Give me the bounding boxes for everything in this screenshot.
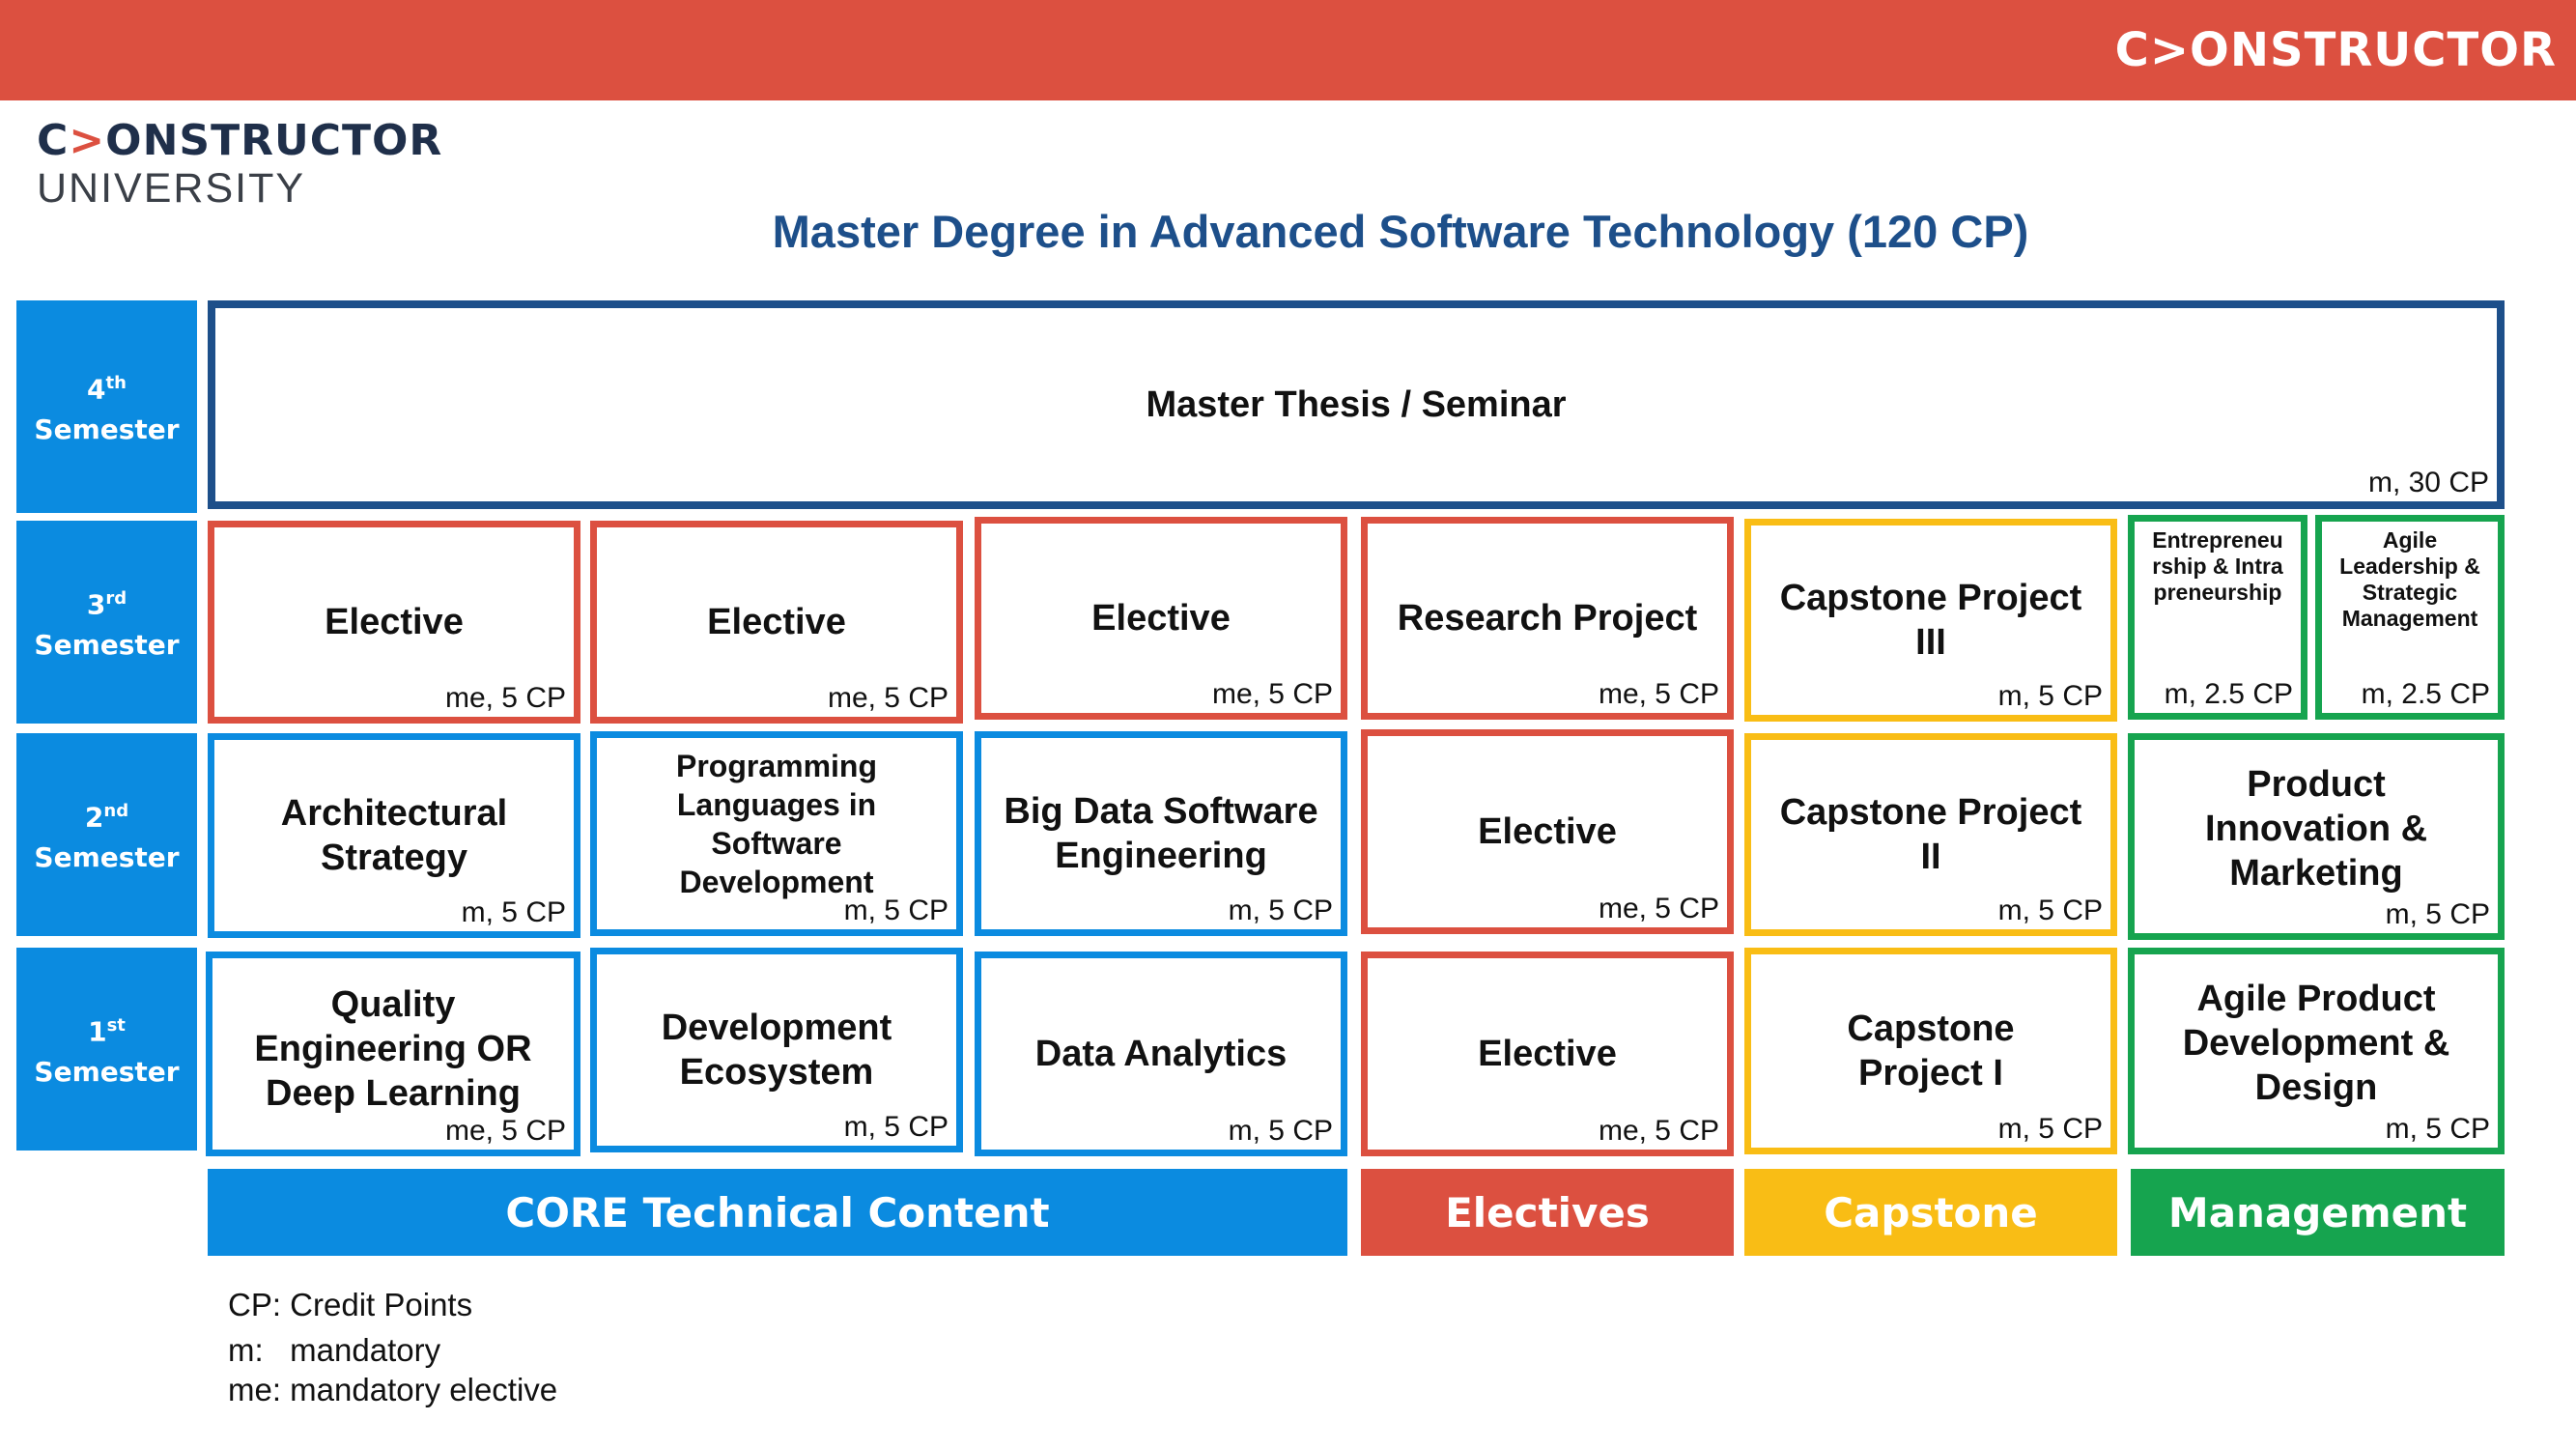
module-name: Agile Product Development & Design [2182,979,2450,1108]
module-product-innovation: Product Innovation & Marketing m, 5 CP [2128,733,2505,940]
module-credits: me, 5 CP [444,1115,566,1147]
module-credits: m, 5 CP [1997,1113,2103,1145]
module-name: Elective [1478,1034,1617,1074]
module-name: Programming Languages in Software Develo… [675,749,878,899]
module-elective: Elective me, 5 CP [208,521,580,724]
module-credits: m, 30 CP [2367,467,2489,498]
semester-suffix: rd [105,587,127,609]
module-research-project: Research Project me, 5 CP [1361,517,1734,720]
module-name: Quality Engineering OR Deep Learning [254,984,532,1114]
note-mandatory: m: mandatory [228,1332,441,1368]
module-name: Capstone Project II [1779,792,2082,877]
module-credits: m, 2.5 CP [2164,678,2293,710]
logo-word: ONSTRUCTOR [105,116,443,165]
module-credits: me, 5 CP [1598,678,1719,710]
module-capstone-1: Capstone Project I m, 5 CP [1744,948,2117,1154]
module-name: Data Analytics [1034,1034,1288,1074]
module-credits: me, 5 CP [1598,1115,1719,1147]
module-capstone-3: Capstone Project III m, 5 CP [1744,519,2117,722]
module-credits: m, 5 CP [843,895,948,926]
category-core: CORE Technical Content [208,1169,1347,1256]
module-name: Architectural Strategy [280,793,508,878]
module-architectural-strategy: Architectural Strategy m, 5 CP [208,733,580,938]
logo-university: UNIVERSITY [37,165,306,212]
module-elective: Elective me, 5 CP [975,517,1347,720]
module-elective: Elective me, 5 CP [1361,729,1734,934]
semester-word: Semester [34,629,180,662]
module-name: Entrepreneurship & Intrapreneurship [2152,527,2283,605]
module-master-thesis: Master Thesis / Seminar m, 30 CP [208,300,2505,509]
semester-label-3: 3rd Semester [16,521,197,724]
semester-number: 3 [86,588,106,621]
semester-number: 1 [88,1015,107,1048]
logo-c: C [37,116,70,165]
category-electives: Electives [1361,1169,1734,1256]
module-name: Product Innovation & Marketing [2204,764,2428,894]
banner-logo: C>ONSTRUCTOR [2114,23,2557,77]
module-name: Master Thesis / Seminar [1146,384,1567,425]
logo-wordmark: C>ONSTRUCTOR [37,116,442,166]
page-title: Master Degree in Advanced Software Techn… [772,206,2029,257]
module-credits: m, 5 CP [2385,1113,2490,1145]
module-name: Capstone Project III [1779,578,2082,663]
semester-suffix: nd [103,800,129,821]
category-management: Management [2131,1169,2505,1256]
module-credits: me, 5 CP [827,682,948,714]
semester-label-2: 2nd Semester [16,733,197,936]
module-development-ecosystem: Development Ecosystem m, 5 CP [590,948,963,1152]
logo-chevron: > [69,116,106,165]
semester-word: Semester [34,1056,180,1089]
module-name: Elective [1478,811,1617,852]
module-name: Elective [1091,598,1231,639]
university-logo: C>ONSTRUCTOR UNIVERSITY [37,116,442,211]
module-name: Agile Leadership & Strategic Management [2339,527,2480,631]
module-credits: me, 5 CP [1211,678,1333,710]
semester-label-4: 4th Semester [16,300,197,513]
module-agile-product: Agile Product Development & Design m, 5 … [2128,948,2505,1154]
module-entrepreneurship: Entrepreneurship & Intrapreneurship m, 2… [2128,515,2307,720]
module-credits: me, 5 CP [444,682,566,714]
module-credits: m, 5 CP [1997,680,2103,712]
module-name: Research Project [1397,598,1698,639]
module-capstone-2: Capstone Project II m, 5 CP [1744,733,2117,936]
semester-number: 4 [87,373,106,406]
semester-suffix: st [106,1014,126,1036]
module-name: Elective [707,602,846,642]
module-elective: Elective me, 5 CP [590,521,963,724]
module-credits: me, 5 CP [1598,893,1719,924]
category-capstone: Capstone [1744,1169,2117,1256]
module-name: Development Ecosystem [661,1008,892,1093]
module-agile-leadership: Agile Leadership & Strategic Management … [2315,515,2505,720]
module-name: Capstone Project I [1847,1009,2015,1094]
module-credits: m, 5 CP [843,1111,948,1143]
module-name: Big Data Software Engineering [1004,791,1318,876]
module-programming-languages: Programming Languages in Software Develo… [590,731,963,936]
note-mandatory-elective: me: mandatory elective [228,1372,558,1407]
module-elective: Elective me, 5 CP [1361,952,1734,1156]
semester-word: Semester [34,413,180,446]
module-credits: m, 5 CP [461,896,566,928]
module-data-analytics: Data Analytics m, 5 CP [975,952,1347,1156]
module-credits: m, 5 CP [1997,895,2103,926]
module-name: Elective [325,602,464,642]
abbreviation-notes: CP: Credit Points m: mandatory me: manda… [228,1285,557,1409]
semester-word: Semester [34,841,180,874]
module-credits: m, 5 CP [1228,895,1333,926]
module-big-data: Big Data Software Engineering m, 5 CP [975,731,1347,936]
module-credits: m, 5 CP [1228,1115,1333,1147]
semester-label-1: 1st Semester [16,948,197,1151]
module-credits: m, 5 CP [2385,898,2490,930]
note-cp: CP: Credit Points [228,1287,473,1322]
semester-suffix: th [105,372,127,393]
semester-number: 2 [84,801,104,834]
top-banner: C>ONSTRUCTOR [0,0,2576,100]
module-credits: m, 2.5 CP [2361,678,2490,710]
module-quality-engineering: Quality Engineering OR Deep Learning me,… [206,952,580,1156]
